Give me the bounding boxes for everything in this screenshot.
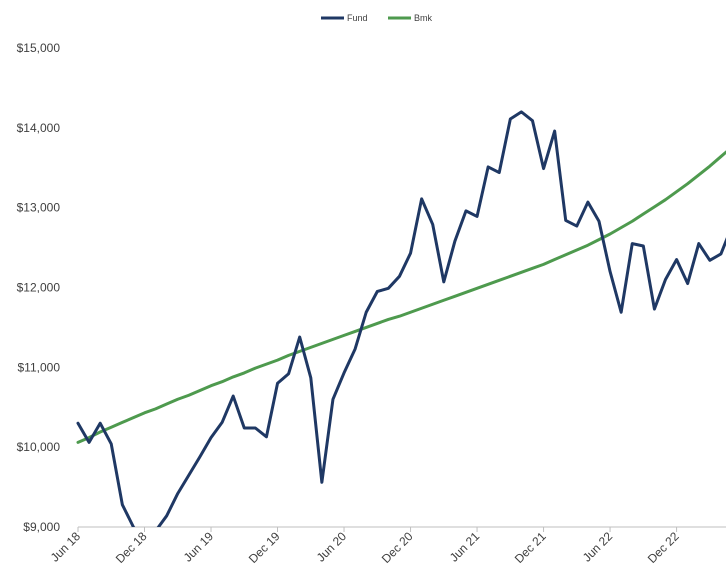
x-tick-label: Dec 19 — [246, 529, 283, 566]
x-tick-label: Jun 18 — [48, 529, 84, 565]
legend-label-fund: Fund — [347, 13, 368, 23]
y-tick-label: $9,000 — [23, 520, 60, 534]
y-axis: $9,000 $10,000 $11,000 $12,000 $13,000 $14,00… — [17, 41, 61, 534]
y-tick-label: $14,000 — [17, 121, 61, 135]
x-tick-label: Dec 18 — [113, 529, 150, 566]
x-tick-label: Dec 20 — [379, 529, 416, 566]
y-tick-label: $15,000 — [17, 41, 61, 55]
y-tick-label: $13,000 — [17, 201, 61, 215]
x-axis: Jun 18 Dec 18 Jun 19 Dec 19 Jun 20 Dec 20 Jun … — [48, 526, 726, 566]
x-tick-label: Jun 22 — [580, 529, 616, 565]
y-tick-label: $10,000 — [17, 440, 61, 454]
x-tick-label: Jun 19 — [181, 529, 217, 565]
series-line-fund — [76, 110, 726, 527]
x-tick-label: Jun 21 — [447, 529, 483, 565]
legend-label-bmk: Bmk — [414, 13, 433, 23]
series-layer — [76, 110, 726, 527]
legend: Fund Bmk — [321, 13, 433, 23]
x-tick-label: Dec 22 — [645, 529, 682, 566]
x-tick-label: Jun 20 — [314, 529, 350, 565]
series-line-bmk — [76, 150, 726, 444]
y-tick-label: $11,000 — [18, 360, 61, 374]
x-tick-label: Dec 21 — [512, 529, 549, 566]
y-tick-label: $12,000 — [17, 281, 61, 295]
